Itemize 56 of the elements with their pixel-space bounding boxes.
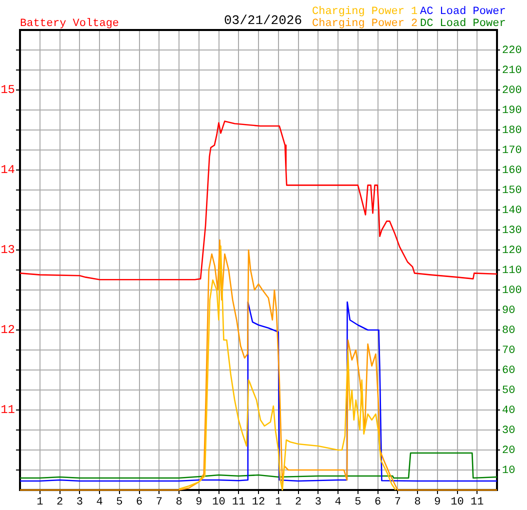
y2-tick-label: 190 <box>502 104 522 117</box>
y2-tick-label: 170 <box>502 144 522 157</box>
x-tick-label: 3 <box>314 496 322 509</box>
x-tick-label: 2 <box>56 496 64 509</box>
x-tick-label: 7 <box>394 496 401 509</box>
x-tick-label: 8 <box>414 496 421 509</box>
y2-tick-label: 100 <box>502 284 522 297</box>
x-tick-label: 7 <box>156 496 162 509</box>
y2-tick-label: 50 <box>502 384 516 397</box>
y2-tick-label: 180 <box>502 124 522 137</box>
x-tick-label: 11 <box>470 496 484 509</box>
y2-tick-label: 90 <box>502 304 516 317</box>
x-tick-label: 1 <box>275 496 282 509</box>
y2-tick-label: 40 <box>502 404 516 417</box>
x-tick-label: 10 <box>212 496 226 509</box>
y2-tick-label: 220 <box>502 44 522 57</box>
x-tick-label: 1 <box>36 496 44 509</box>
x-tick-label: 6 <box>374 496 382 509</box>
text: AC Load Power <box>420 6 506 18</box>
y2-tick-label: 20 <box>502 444 516 457</box>
y2-tick-label: 10 <box>502 464 516 477</box>
x-tick-label: 8 <box>176 496 182 509</box>
y-tick-label: 12 <box>0 323 15 338</box>
y2-tick-label: 210 <box>502 64 522 77</box>
x-tick-label: 11 <box>232 496 246 509</box>
chart-title: 03/21/2026 <box>224 13 302 28</box>
x-tick-label: 4 <box>96 496 104 509</box>
y2-tick-label: 80 <box>502 324 516 337</box>
y-tick-label: 11 <box>0 403 15 418</box>
y2-tick-label: 110 <box>502 264 522 277</box>
text: DC Load Power <box>420 18 506 30</box>
x-tick-label: 10 <box>450 496 464 509</box>
x-tick-label: 9 <box>196 496 202 509</box>
y2-tick-label: 130 <box>502 224 522 237</box>
y2-tick-label: 30 <box>502 424 516 437</box>
x-tick-label: 9 <box>434 496 441 509</box>
text: Charging Power 2 <box>312 18 418 30</box>
y2-tick-label: 200 <box>502 84 522 97</box>
y2-tick-label: 160 <box>502 164 522 177</box>
x-tick-label: 5 <box>354 496 362 509</box>
x-tick-label: 3 <box>76 496 83 509</box>
y-tick-label: 14 <box>0 163 15 178</box>
x-tick-label: 4 <box>334 496 342 509</box>
y2-tick-label: 150 <box>502 184 522 197</box>
y2-tick-label: 140 <box>502 204 522 217</box>
y-tick-label: 13 <box>0 243 15 258</box>
x-tick-label: 12 <box>252 496 266 509</box>
y-axis-title: Battery Voltage <box>20 18 120 30</box>
y-tick-label: 15 <box>0 83 15 98</box>
x-tick-label: 6 <box>136 496 143 509</box>
y2-tick-label: 120 <box>502 244 522 257</box>
text: Charging Power 1 <box>312 6 418 18</box>
x-tick-label: 2 <box>294 496 302 509</box>
y2-tick-label: 70 <box>502 344 516 357</box>
y2-tick-label: 60 <box>502 364 516 377</box>
x-tick-label: 5 <box>116 496 123 509</box>
